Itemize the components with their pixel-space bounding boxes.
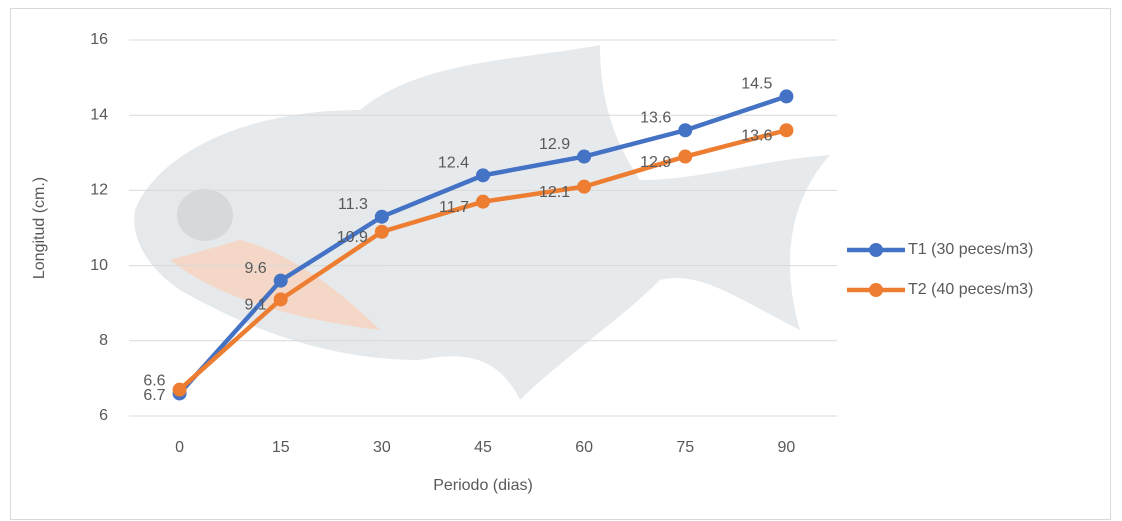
data-point [374,209,389,224]
data-point [476,194,490,209]
legend-label: T1 (30 peces/m3) [908,241,1033,258]
data-point [172,382,187,397]
data-point [374,224,389,239]
data-label: 6.6 [143,373,165,390]
data-label: 12.9 [640,154,671,171]
legend-label: T2 (40 peces/m3) [908,281,1033,298]
y-tick-label: 16 [90,31,108,48]
data-label: 13.6 [640,109,671,126]
fish-eye [177,189,233,241]
y-axis-title: Longitud (cm.) [31,177,48,279]
data-label: 10.9 [337,229,368,246]
data-point [273,273,288,288]
x-tick-label: 45 [474,439,492,456]
data-label: 11.7 [439,199,469,216]
x-tick-label: 0 [175,439,184,456]
data-point [273,292,288,307]
x-tick-label: 15 [272,439,290,456]
data-label: 13.6 [741,127,772,144]
data-label: 9.6 [244,260,266,277]
data-point [577,179,592,194]
x-tick-label: 60 [575,439,593,456]
legend-marker [869,283,883,297]
data-label: 12.9 [539,136,570,153]
y-tick-label: 14 [90,106,108,123]
x-tick-label: 30 [373,439,391,456]
y-tick-label: 6 [99,407,108,424]
data-label: 11.3 [338,196,368,213]
chart-frame [10,8,1111,520]
data-point [476,168,490,183]
data-label: 9.1 [244,297,266,314]
y-tick-label: 8 [99,332,108,349]
x-tick-label: 90 [778,439,796,456]
data-point [577,149,592,164]
data-point [678,123,693,138]
legend-marker [869,243,883,257]
x-axis-title: Periodo (dias) [433,477,533,494]
data-label: 12.4 [438,155,469,172]
data-label: 12.1 [539,184,570,201]
x-tick-label: 75 [676,439,694,456]
data-label: 14.5 [741,76,772,93]
y-tick-label: 10 [90,257,108,274]
data-point [779,123,794,138]
data-label: 6.7 [143,387,165,404]
fish-body [134,45,831,400]
data-point [779,89,794,104]
y-tick-label: 12 [90,182,108,199]
data-point [678,149,693,164]
